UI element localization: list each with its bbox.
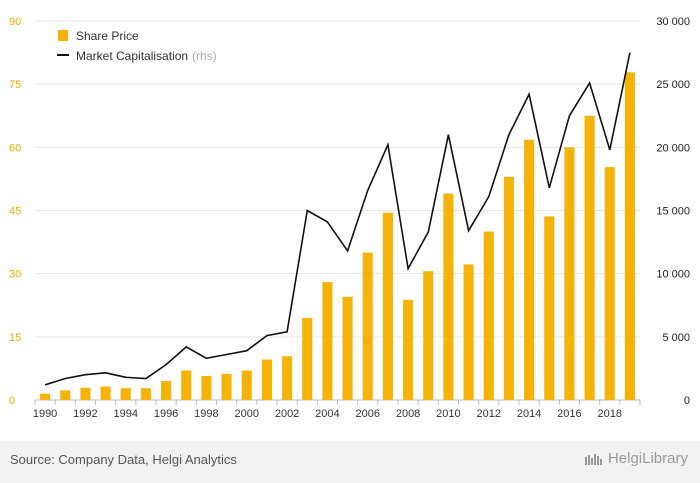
x-tick-label: 2002 — [275, 408, 299, 420]
right-tick-label: 25 000 — [656, 79, 690, 91]
left-tick-label: 30 — [9, 269, 21, 281]
share-price-bar — [100, 386, 111, 400]
legend-label-rhs: (rhs) — [192, 49, 217, 63]
share-price-bar — [362, 252, 373, 400]
share-price-bar — [80, 387, 91, 400]
share-price-bar — [241, 370, 252, 400]
legend-label-market-cap-wrap: Market Capitalisation (rhs) — [76, 49, 217, 63]
source-text: Source: Company Data, Helgi Analytics — [10, 452, 237, 467]
left-tick-label: 15 — [9, 332, 21, 344]
share-price-bar — [403, 299, 414, 400]
x-tick-label: 2010 — [436, 408, 460, 420]
x-tick-label: 1990 — [33, 408, 57, 420]
right-tick-label: 0 — [684, 395, 690, 407]
share-price-bar — [40, 393, 51, 400]
left-tick-label: 60 — [9, 142, 21, 154]
right-tick-label: 20 000 — [656, 142, 690, 154]
share-price-bar — [161, 381, 172, 400]
share-price-bar — [342, 296, 353, 400]
legend-label-share-price: Share Price — [76, 29, 139, 43]
right-tick-label: 5 000 — [662, 332, 690, 344]
left-tick-label: 90 — [9, 16, 21, 28]
chart-canvas: 0 15 30 45 60 75 90 0 5 000 10 000 15 000 20 000 25… — [9, 16, 690, 420]
market-cap-line-group — [44, 52, 631, 386]
legend: Share Price Market Capitalisation (rhs) — [57, 29, 217, 63]
x-tick-label: 1994 — [114, 408, 138, 420]
x-tick-label: 1996 — [154, 408, 178, 420]
left-tick-label: 45 — [9, 206, 21, 218]
footer: Source: Company Data, Helgi Analytics He… — [0, 441, 700, 483]
share-price-bar — [221, 373, 232, 400]
logo-icon — [584, 453, 602, 465]
x-tick-label: 1998 — [194, 408, 218, 420]
share-price-bar — [201, 375, 212, 400]
share-price-bar — [181, 370, 192, 400]
share-price-bar — [322, 282, 333, 400]
x-tick-label: 2016 — [557, 408, 581, 420]
x-tick-label: 2004 — [315, 408, 339, 420]
right-axis-ticks: 0 5 000 10 000 15 000 20 000 25 000 30 000 — [656, 16, 690, 407]
right-tick-label: 15 000 — [656, 206, 690, 218]
share-price-bar — [544, 216, 555, 400]
share-price-bar — [604, 167, 615, 400]
share-price-bar — [423, 271, 434, 400]
share-price-bars — [40, 72, 635, 401]
gridlines — [35, 20, 640, 401]
x-tick-label: 2006 — [356, 408, 380, 420]
share-price-bar — [624, 72, 635, 401]
legend-label-market-cap: Market Capitalisation — [76, 49, 188, 63]
share-price-bar — [483, 231, 494, 400]
share-price-bar — [382, 212, 393, 400]
x-tick-label: 1992 — [73, 408, 97, 420]
share-price-bar — [282, 356, 293, 400]
left-tick-label: 75 — [9, 79, 21, 91]
x-tick-label: 2008 — [396, 408, 420, 420]
x-tick-label: 2012 — [477, 408, 501, 420]
share-price-bar — [443, 193, 454, 400]
x-tick-label: 2000 — [235, 408, 259, 420]
share-price-bar — [60, 390, 71, 400]
share-price-bar — [302, 317, 313, 400]
right-tick-label: 10 000 — [656, 269, 690, 281]
share-price-bar — [120, 388, 131, 400]
share-price-bar — [463, 264, 474, 400]
left-tick-label: 0 — [9, 395, 15, 407]
legend-swatch-share-price — [58, 30, 68, 41]
logo-text: HelgiLibrary — [607, 450, 688, 467]
share-price-bar — [503, 176, 514, 400]
market-cap-line — [44, 52, 631, 386]
x-tick-label: 2014 — [517, 408, 541, 420]
share-price-bar — [524, 139, 535, 400]
share-price-bar — [140, 388, 151, 400]
share-price-bar — [584, 115, 595, 400]
right-tick-label: 30 000 — [656, 16, 690, 28]
left-axis-ticks: 0 15 30 45 60 75 90 — [9, 16, 21, 407]
x-axis: 1990 1992 1994 1996 1998 2000 2002 2004 2006 2008… — [33, 400, 641, 420]
x-tick-label: 2018 — [598, 408, 622, 420]
share-price-bar — [564, 147, 575, 400]
helgi-library-logo: HelgiLibrary — [584, 450, 688, 467]
share-price-bar — [261, 359, 272, 400]
